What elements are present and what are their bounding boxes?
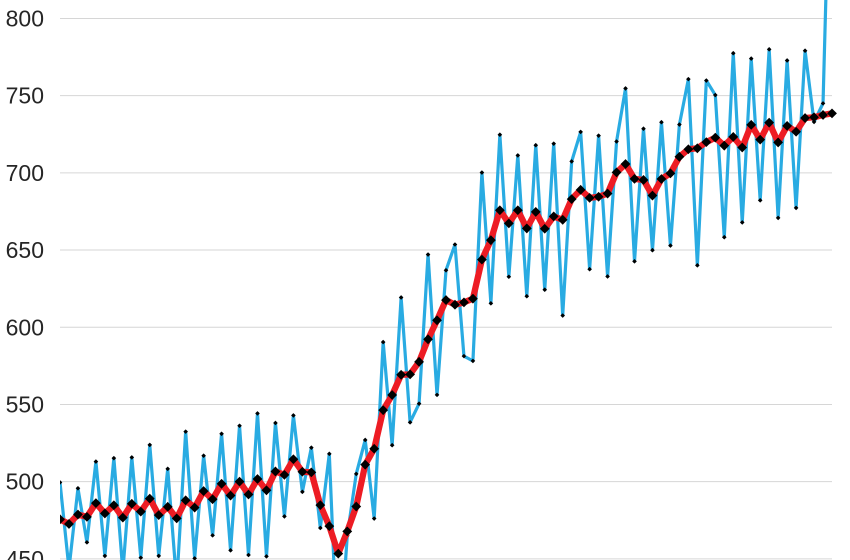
svg-text:800: 800 — [6, 5, 44, 31]
svg-text:450: 450 — [6, 546, 44, 560]
svg-text:650: 650 — [6, 237, 44, 263]
svg-text:700: 700 — [6, 160, 44, 186]
svg-text:750: 750 — [6, 83, 44, 109]
svg-text:550: 550 — [6, 391, 44, 417]
svg-text:600: 600 — [6, 314, 44, 340]
svg-text:500: 500 — [6, 469, 44, 495]
